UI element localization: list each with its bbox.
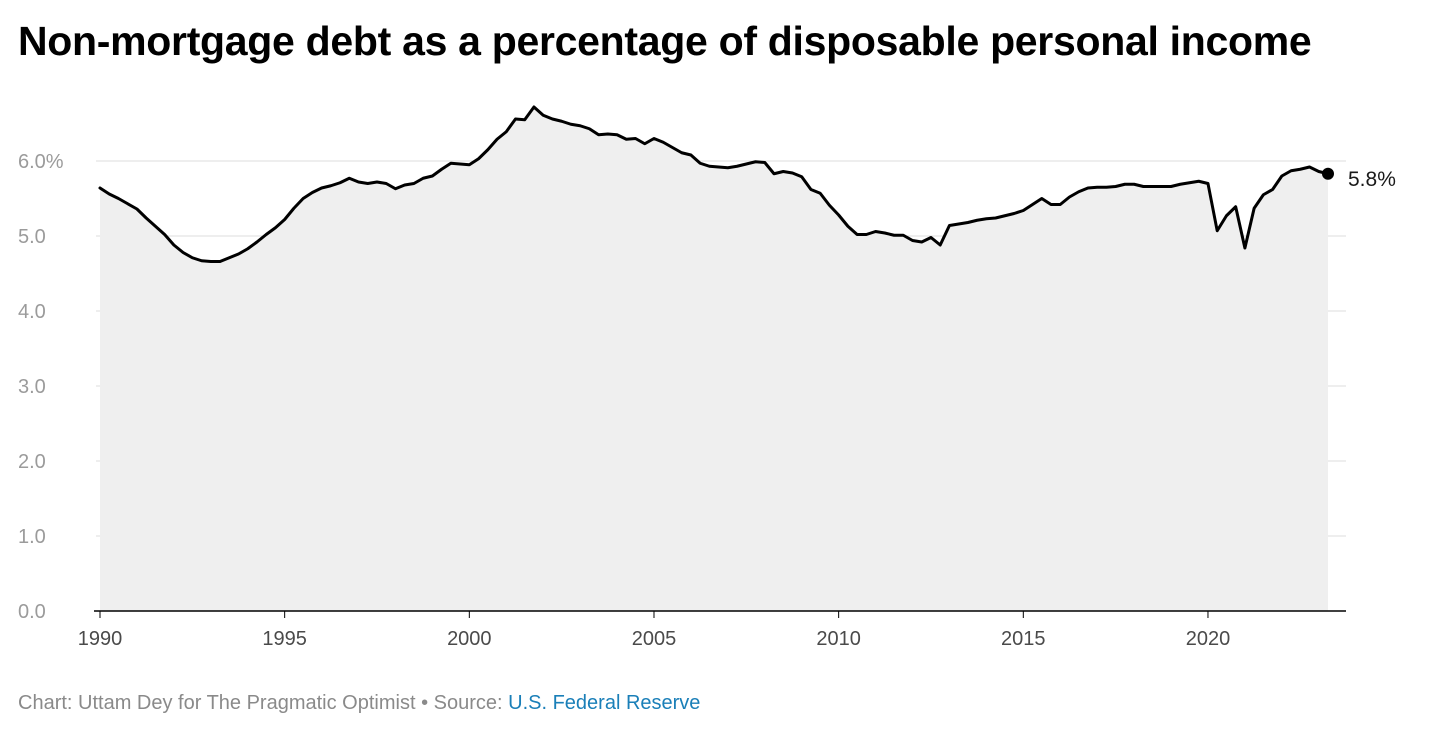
y-tick-label: 4.0 [18, 301, 46, 323]
series-line [98, 105, 1330, 263]
y-tick-label: 0.0 [18, 601, 46, 623]
area-fill-layer [100, 107, 1328, 611]
series-area-fill [100, 107, 1328, 611]
axes [94, 610, 1346, 618]
footer-credit: Chart: Uttam Dey for The Pragmatic Optim… [18, 692, 509, 714]
x-tick-label: 2020 [1186, 628, 1231, 650]
x-tick-label: 1990 [78, 628, 123, 650]
end-point-marker [1322, 167, 1334, 180]
y-tick-label: 2.0 [18, 451, 46, 473]
x-tick-label: 2000 [447, 628, 492, 650]
y-tick-label: 6.0% [18, 151, 64, 173]
labels: 0.0 1.0 2.0 3.0 4.0 5.0 6.0% 1990 1995 2000 2005 20… [18, 151, 1396, 650]
end-value-label: 5.8% [1348, 168, 1396, 191]
y-tick-label: 3.0 [18, 376, 46, 398]
chart-footer: Chart: Uttam Dey for The Pragmatic Optim… [18, 692, 700, 715]
x-tick-label: 2010 [816, 628, 861, 650]
y-tick-label: 1.0 [18, 526, 46, 548]
y-tick-label: 5.0 [18, 226, 46, 248]
chart-title: Non-mortgage debt as a percentage of dis… [18, 18, 1312, 64]
source-link[interactable]: U.S. Federal Reserve [508, 692, 701, 714]
series-layer [98, 105, 1334, 263]
x-tick-label: 2015 [1001, 628, 1046, 650]
x-tick-label: 2005 [632, 628, 677, 650]
x-tick-label: 1995 [262, 628, 307, 650]
